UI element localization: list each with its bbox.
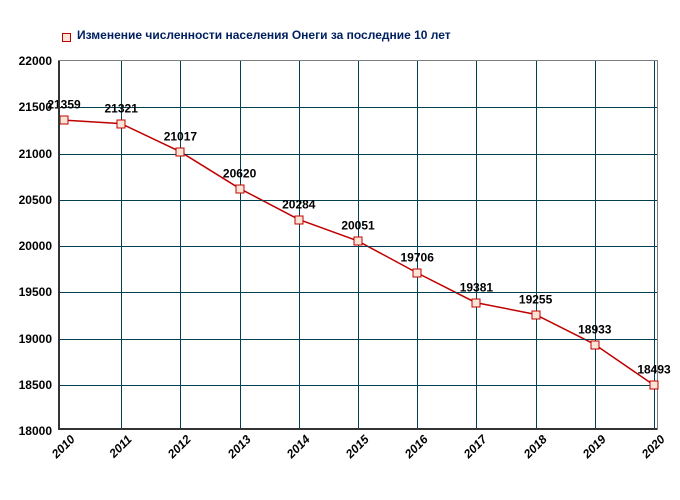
- data-point: [531, 310, 540, 319]
- gridline-vertical: [240, 61, 241, 430]
- data-point: [354, 237, 363, 246]
- y-tick-label: 21000: [19, 147, 52, 161]
- data-point: [294, 215, 303, 224]
- legend: Изменение численности населения Онеги за…: [62, 28, 451, 42]
- legend-marker-icon: [62, 33, 71, 42]
- x-tick-label: 2011: [107, 432, 135, 460]
- data-label: 20284: [282, 197, 315, 211]
- data-point: [590, 340, 599, 349]
- gridline-vertical: [476, 61, 477, 430]
- x-tick-label: 2012: [165, 432, 194, 461]
- x-tick-label: 2015: [343, 432, 372, 461]
- data-point: [650, 381, 659, 390]
- y-tick-label: 22000: [19, 54, 52, 68]
- gridline-vertical: [180, 61, 181, 430]
- x-tick-label: 2010: [49, 432, 78, 461]
- data-label: 21017: [164, 130, 197, 144]
- data-point: [117, 119, 126, 128]
- x-tick-label: 2014: [284, 432, 313, 461]
- data-label: 19381: [460, 281, 493, 295]
- population-chart: Изменение численности населения Онеги за…: [0, 0, 680, 500]
- data-point: [413, 269, 422, 278]
- plot-area: 1800018500190001950020000205002100021500…: [58, 60, 658, 430]
- data-label: 20051: [341, 219, 374, 233]
- legend-label: Изменение численности населения Онеги за…: [77, 28, 451, 42]
- y-tick-label: 19000: [19, 332, 52, 346]
- gridline-vertical: [121, 61, 122, 430]
- x-tick-label: 2013: [224, 432, 253, 461]
- data-point: [60, 116, 69, 125]
- gridline-vertical: [536, 61, 537, 430]
- gridline-vertical: [299, 61, 300, 430]
- y-tick-label: 19500: [19, 285, 52, 299]
- gridline-vertical: [595, 61, 596, 430]
- data-label: 19706: [401, 251, 434, 265]
- x-tick-label: 2020: [639, 432, 668, 461]
- y-tick-label: 18000: [19, 424, 52, 438]
- gridline-vertical: [417, 61, 418, 430]
- y-tick-label: 20500: [19, 193, 52, 207]
- x-tick-label: 2018: [520, 432, 549, 461]
- x-tick-label: 2017: [461, 432, 490, 461]
- data-label: 19255: [519, 293, 552, 307]
- data-label: 18493: [637, 363, 670, 377]
- x-tick-label: 2019: [580, 432, 609, 461]
- data-label: 18933: [578, 322, 611, 336]
- y-tick-label: 20000: [19, 239, 52, 253]
- y-tick-label: 18500: [19, 378, 52, 392]
- data-point: [235, 184, 244, 193]
- data-label: 21359: [47, 98, 80, 112]
- x-tick-label: 2016: [402, 432, 431, 461]
- data-point: [472, 299, 481, 308]
- data-point: [176, 147, 185, 156]
- data-label: 21321: [105, 101, 138, 115]
- data-label: 20620: [223, 166, 256, 180]
